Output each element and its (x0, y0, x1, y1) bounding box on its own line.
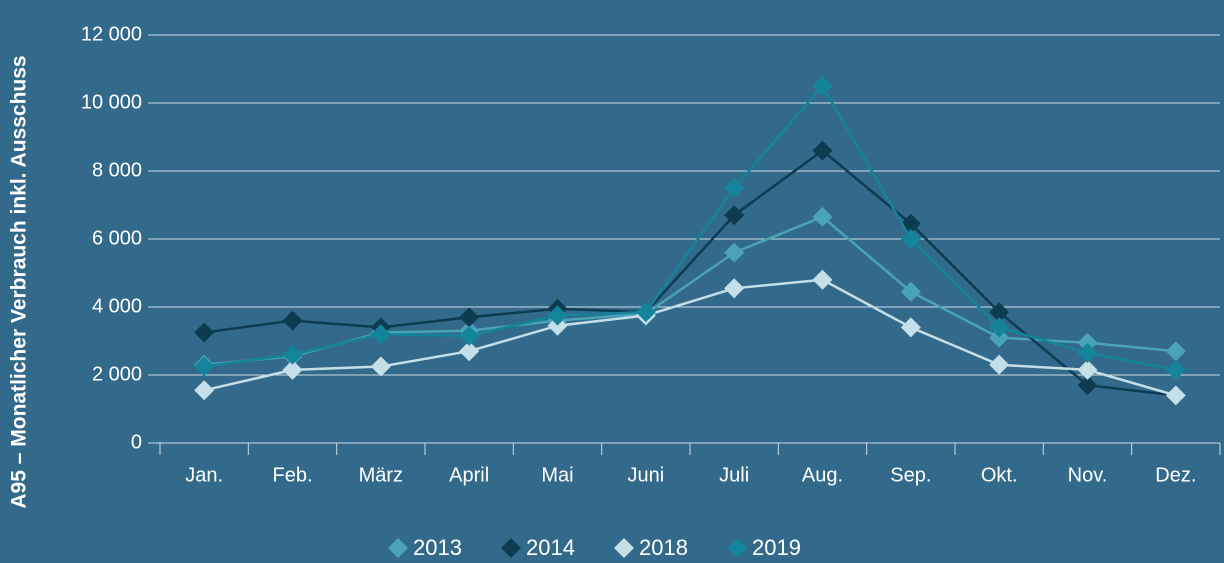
data-point (1165, 359, 1186, 380)
y-tick-label: 10 000 (81, 91, 142, 113)
legend-marker (614, 538, 634, 558)
data-point (282, 359, 303, 380)
series-line (203, 278, 1177, 397)
data-point (282, 310, 303, 331)
data-point (1077, 332, 1098, 353)
data-point (635, 302, 656, 323)
data-point (724, 278, 745, 299)
data-point (989, 302, 1010, 323)
data-point (989, 354, 1010, 375)
legend-label: 2018 (639, 535, 688, 560)
x-tick-label: Okt. (981, 464, 1018, 486)
data-point (459, 325, 480, 346)
x-tick-label: Jan. (185, 464, 223, 486)
data-point (370, 324, 391, 345)
data-point (900, 281, 921, 302)
legend-label: 2019 (752, 535, 801, 560)
data-point (989, 327, 1010, 348)
y-tick-label: 6 000 (92, 227, 142, 249)
data-point (370, 356, 391, 377)
data-point (1165, 341, 1186, 362)
data-point (724, 205, 745, 226)
x-tick-label: Nov. (1068, 464, 1108, 486)
data-point (1077, 359, 1098, 380)
data-point (282, 344, 303, 365)
data-point (812, 140, 833, 161)
data-point (1165, 385, 1186, 406)
data-point (724, 242, 745, 263)
data-point (459, 341, 480, 362)
data-point (1077, 375, 1098, 396)
y-axis-label: A95 – Monatlicher Verbrauch inkl. Aussch… (8, 55, 31, 508)
data-point (900, 229, 921, 249)
data-point (194, 322, 215, 343)
data-point (900, 317, 921, 338)
data-point (547, 305, 568, 326)
series-line (204, 149, 1176, 397)
series-line (204, 83, 1177, 372)
x-tick-label: Juli (719, 464, 749, 486)
y-tick-label: 4 000 (92, 295, 142, 317)
legend-marker (727, 538, 747, 558)
legend-label: 2013 (413, 535, 462, 560)
y-tick-label: 2 000 (92, 363, 142, 385)
x-tick-label: Aug. (802, 464, 843, 486)
x-tick-label: Mai (541, 464, 573, 486)
x-tick-label: Feb. (272, 464, 312, 486)
legend-marker (388, 538, 408, 558)
legend-label: 2014 (526, 535, 575, 560)
data-point (547, 315, 568, 336)
x-tick-label: März (359, 464, 403, 486)
data-point (812, 76, 833, 96)
x-tick-label: Juni (627, 464, 664, 486)
y-tick-label: 12 000 (81, 23, 142, 45)
x-tick-label: Sep. (890, 464, 931, 486)
y-tick-label: 0 (131, 431, 142, 453)
data-point (812, 269, 833, 290)
data-point (194, 380, 215, 401)
x-tick-label: Dez. (1155, 464, 1196, 486)
data-point (812, 206, 833, 227)
legend-marker (501, 538, 521, 558)
data-point (724, 178, 745, 198)
data-point (989, 317, 1010, 338)
data-point (459, 307, 480, 328)
data-point (1077, 342, 1098, 363)
data-point (194, 356, 215, 377)
y-tick-label: 8 000 (92, 159, 142, 181)
x-tick-label: April (449, 464, 489, 486)
